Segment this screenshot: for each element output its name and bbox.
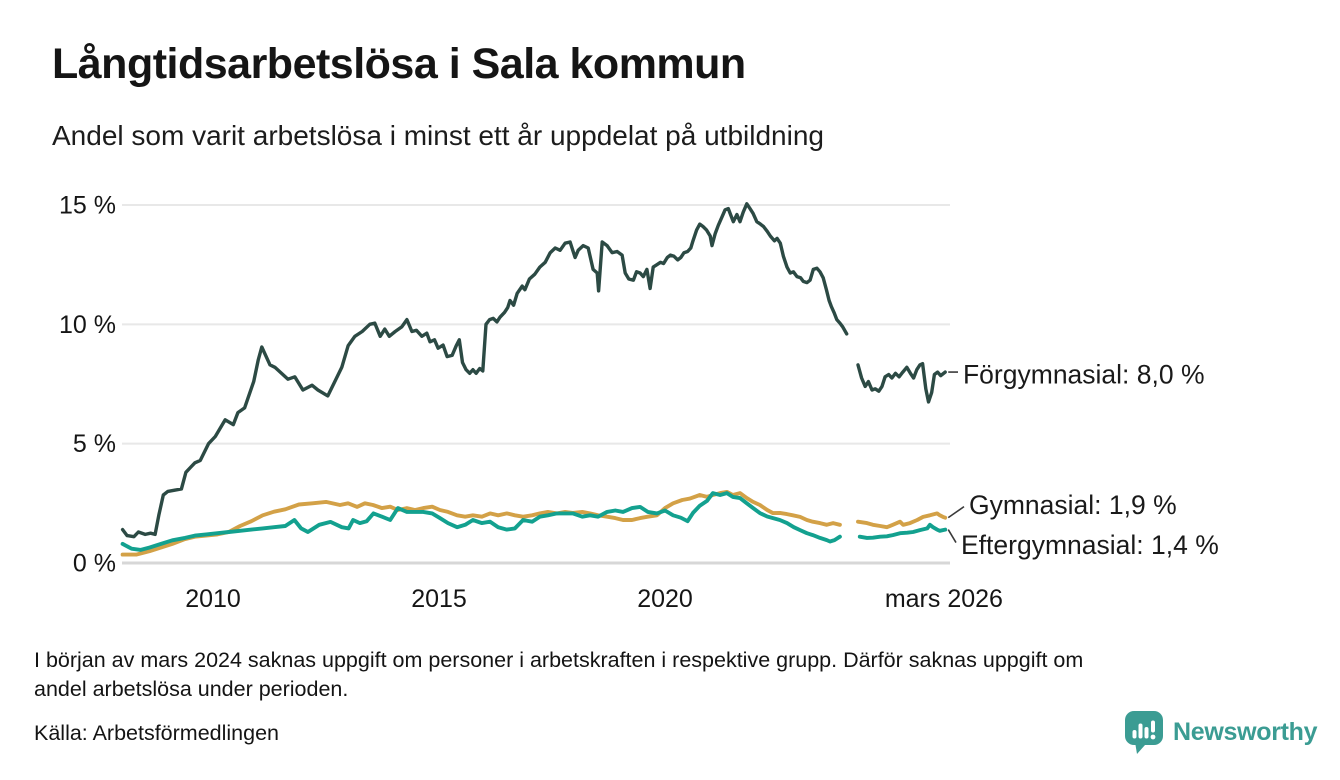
x-axis-label: 2015 bbox=[411, 585, 467, 613]
series-end-label-gymnasial: Gymnasial: 1,9 % bbox=[969, 490, 1177, 520]
x-axis-label: 2010 bbox=[185, 585, 241, 613]
chart-subtitle: Andel som varit arbetslösa i minst ett å… bbox=[52, 120, 824, 151]
series-line-eftergymnasial bbox=[120, 491, 842, 552]
source-label: Källa: Arbetsförmedlingen bbox=[34, 721, 280, 745]
series-endpoint-connector-eftergymnasial bbox=[947, 529, 957, 543]
series-end-label-forgymnasial: Förgymnasial: 8,0 % bbox=[963, 360, 1205, 390]
series-line-forgymnasial bbox=[856, 362, 947, 404]
y-axis-label: 5 % bbox=[73, 430, 116, 458]
footnote-line: andel arbetslösa under perioden. bbox=[34, 677, 349, 701]
x-axis-label: mars 2026 bbox=[885, 585, 1003, 613]
series-endpoint-connector-gymnasial bbox=[947, 505, 965, 519]
x-axis-label: 2020 bbox=[637, 585, 693, 613]
series-line-forgymnasial bbox=[120, 202, 849, 539]
series-end-label-eftergymnasial: Eftergymnasial: 1,4 % bbox=[961, 530, 1219, 560]
newsworthy-wordmark: Newsworthy bbox=[1173, 718, 1318, 746]
footnote-line: I början av mars 2024 saknas uppgift om … bbox=[34, 648, 1084, 672]
footnote: I början av mars 2024 saknas uppgift om … bbox=[34, 646, 1314, 704]
newsworthy-icon bbox=[1124, 710, 1164, 755]
y-axis-label: 10 % bbox=[59, 311, 116, 339]
chart-title: Långtidsarbetslösa i Sala kommun bbox=[52, 40, 746, 88]
y-axis-label: 0 % bbox=[73, 550, 116, 578]
series-line-eftergymnasial bbox=[857, 522, 948, 540]
series-line-gymnasial bbox=[856, 511, 948, 530]
newsworthy-logo[interactable]: Newsworthy bbox=[1124, 710, 1318, 755]
y-axis-label: 15 % bbox=[59, 191, 116, 219]
series-line-gymnasial bbox=[120, 489, 842, 557]
